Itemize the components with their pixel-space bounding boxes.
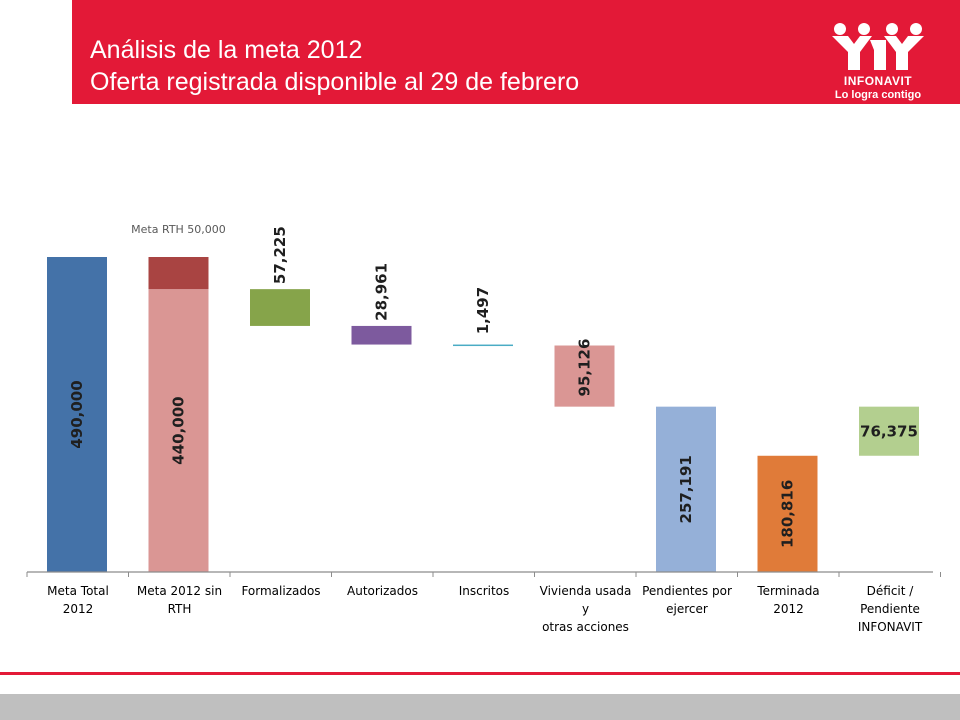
footer-line bbox=[0, 672, 960, 675]
infonavit-logo-icon bbox=[832, 23, 924, 70]
category-label-line: RTH bbox=[167, 602, 192, 616]
category-label-line: y bbox=[581, 602, 590, 616]
header-tab bbox=[0, 0, 72, 104]
data-label-pendientes-por-ejercer: 257,191 bbox=[677, 455, 695, 523]
data-label-meta-total-2012: 490,000 bbox=[68, 380, 86, 448]
bar-meta-2012-sin-rth-rth bbox=[148, 257, 209, 290]
footer-band bbox=[0, 694, 960, 720]
bar-formalizados bbox=[250, 289, 310, 326]
infonavit-logo: INFONAVIT Lo logra contigo bbox=[828, 22, 928, 106]
category-label-inscritos: Inscritos bbox=[432, 582, 536, 600]
bars-layer bbox=[47, 257, 919, 572]
bar-inscritos bbox=[453, 344, 513, 347]
category-label-pendientes-por-ejercer: Pendientes por ejercer bbox=[635, 582, 739, 618]
category-label-meta-total-2012: Meta Total 2012 bbox=[26, 582, 130, 618]
category-label-line: 2012 bbox=[773, 602, 804, 616]
data-labels-layer: 490,000 440,000 Meta RTH 50,000 57,225 28,96… bbox=[68, 223, 918, 548]
logo-slogan: Lo logra contigo bbox=[834, 89, 922, 101]
category-label-line: INFONAVIT bbox=[857, 620, 923, 634]
axis-layer bbox=[26, 571, 941, 577]
category-label-autorizados: Autorizados bbox=[331, 582, 435, 600]
data-label-vivienda-usada-y-otras-acciones: 95,126 bbox=[576, 339, 594, 397]
bar-meta-2012-sin-rth bbox=[148, 289, 209, 572]
category-label-line: Meta Total bbox=[47, 584, 109, 598]
category-label-line: Autorizados bbox=[347, 584, 418, 598]
bar-vivienda-usada-y-otras-acciones bbox=[554, 345, 615, 407]
logo-name: INFONAVIT bbox=[843, 74, 913, 88]
category-label-formalizados: Formalizados bbox=[229, 582, 333, 600]
waterfall-chart: 490,000 440,000 Meta RTH 50,000 57,225 28,96… bbox=[26, 223, 941, 577]
slide-title-line-1: Análisis de la meta 2012 bbox=[90, 36, 363, 64]
bar-terminada-2012 bbox=[757, 455, 818, 572]
header-bar: Análisis de la meta 2012 Oferta registra… bbox=[0, 0, 960, 104]
bar-deficit-pendiente-infonavit bbox=[859, 406, 919, 456]
category-label-vivienda-usada-y-otras-acciones: Vivienda usada y otras acciones bbox=[534, 582, 638, 636]
category-label-line: Meta 2012 sin bbox=[136, 584, 223, 598]
bar-pendientes-por-ejercer bbox=[656, 406, 716, 572]
category-label-line: ejercer bbox=[666, 602, 708, 616]
data-label-meta-2012-sin-rth: 440,000 bbox=[170, 396, 188, 464]
category-label-deficit-pendiente-infonavit: Déficit / Pendiente INFONAVIT bbox=[838, 582, 942, 636]
category-label-line: Pendiente bbox=[860, 602, 920, 616]
bar-autorizados bbox=[351, 325, 412, 345]
category-label-line: otras acciones bbox=[542, 620, 629, 634]
slide-title: Análisis de la meta 2012 Oferta registra… bbox=[90, 34, 579, 98]
data-label-formalizados: 57,225 bbox=[271, 226, 289, 284]
category-label-meta-2012-sin-rth: Meta 2012 sin RTH bbox=[128, 582, 232, 618]
bar-meta-total-2012 bbox=[47, 257, 107, 572]
data-label-terminada-2012: 180,816 bbox=[779, 480, 797, 548]
slide-title-line-2: Oferta registrada disponible al 29 de fe… bbox=[90, 68, 580, 96]
annotation-meta-rth: Meta RTH 50,000 bbox=[131, 223, 226, 236]
category-label-line: Inscritos bbox=[458, 584, 510, 598]
data-label-inscritos: 1,497 bbox=[474, 287, 492, 334]
category-label-line: 2012 bbox=[62, 602, 94, 616]
category-label-terminada-2012: Terminada 2012 bbox=[737, 582, 841, 618]
category-label-line: Terminada bbox=[757, 584, 820, 598]
category-label-line: Formalizados bbox=[241, 584, 321, 598]
category-label-line: Pendientes por bbox=[642, 584, 732, 598]
data-label-deficit-pendiente-infonavit: 76,375 bbox=[860, 423, 918, 441]
category-label-line: Vivienda usada bbox=[539, 584, 632, 598]
data-label-autorizados: 28,961 bbox=[373, 263, 391, 321]
category-label-line: Déficit / bbox=[866, 584, 914, 598]
